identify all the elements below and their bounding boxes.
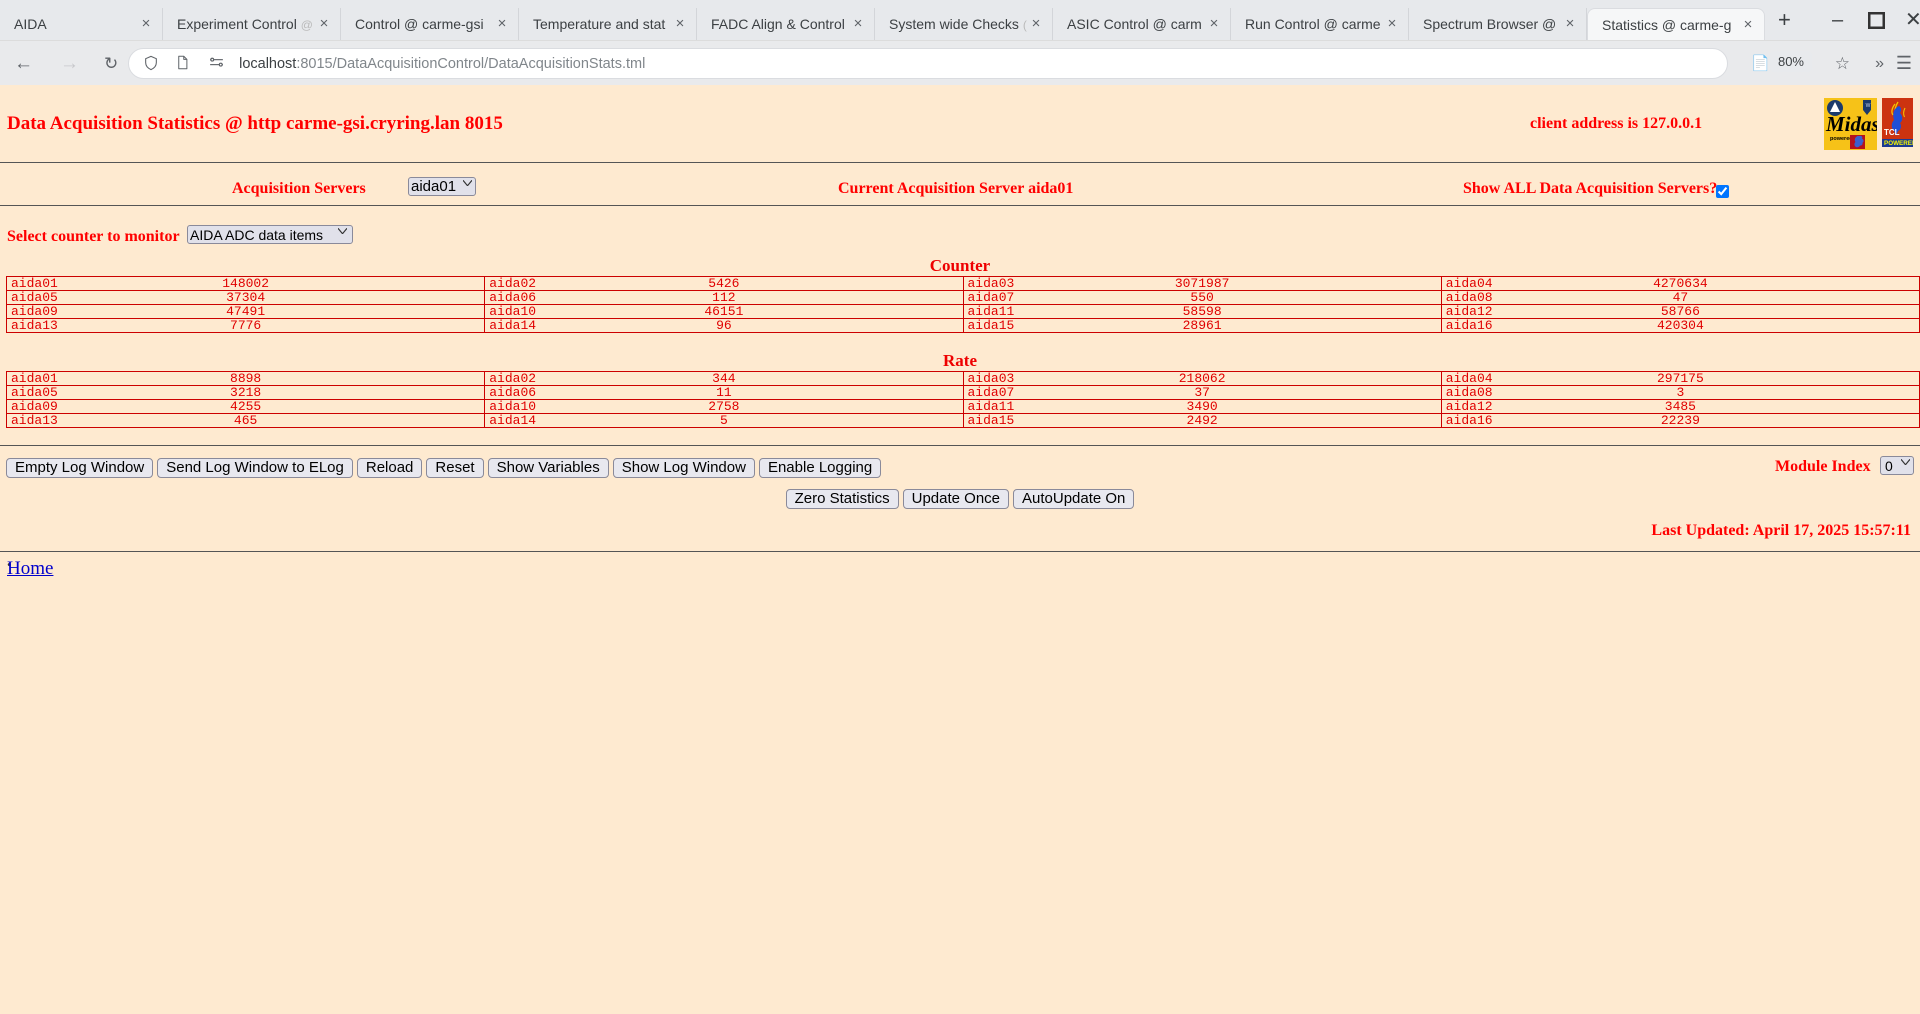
svg-text:POWERED: POWERED — [1884, 140, 1913, 147]
svg-text:W: W — [1866, 103, 1871, 109]
svg-text:TCL: TCL — [1884, 128, 1900, 137]
svg-text:Midas: Midas — [1825, 112, 1877, 136]
